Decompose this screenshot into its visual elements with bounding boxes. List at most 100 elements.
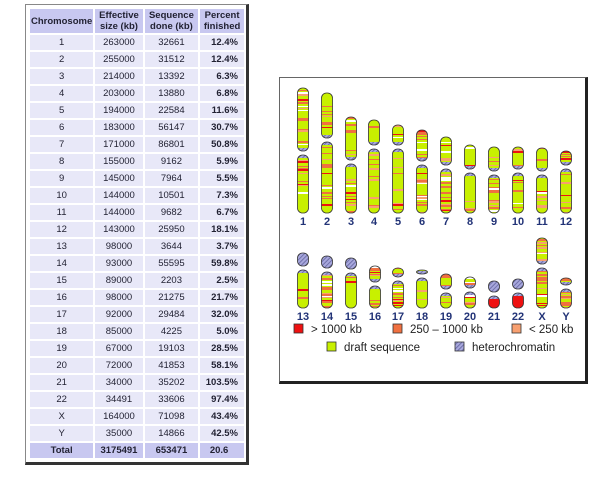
chromosome-label: 7 [443,216,449,228]
q-arm-outline [392,280,404,309]
q-arm-outline [488,295,500,309]
band [536,253,548,254]
band [440,276,452,278]
table-row: 7 171000 86801 50.8% [30,137,244,152]
band [536,200,548,201]
band-draft [416,270,428,308]
band [416,180,428,182]
completion-table-container: Chromosome Effective size (kb) Sequence … [25,4,249,465]
centromere-heterochromatin [537,168,547,178]
p-arm-outline [488,146,500,172]
cell-effective-size: 194000 [95,103,143,118]
band [345,199,357,200]
band [560,302,572,304]
band [560,174,572,175]
table-row: 12 143000 25950 18.1% [30,222,244,237]
band [321,284,333,286]
band [512,149,524,151]
q-arm-outline [368,148,380,214]
p-arm-outline [392,124,404,146]
band [416,149,428,151]
band [560,182,572,184]
cell-percent-finished: 6.7% [200,205,244,220]
cell-chromosome: 14 [30,256,94,271]
band [321,307,333,308]
q-arm-outline [512,172,524,214]
cell-sequence-done: 14866 [144,426,199,441]
cell-effective-size: 263000 [95,35,143,50]
band [321,300,333,301]
p-arm-heterochromatin [345,258,357,271]
band [440,297,452,298]
cell-percent-finished: 28.5% [200,341,244,356]
cell-sequence-done: 35202 [144,375,199,390]
p-arm-outline [464,144,476,170]
band [368,206,380,208]
q-arm-outline [321,271,333,309]
table-row: X 164000 71098 43.4% [30,409,244,424]
cell-effective-size: 98000 [95,239,143,254]
cell-percent-finished: 43.4% [200,409,244,424]
cell-effective-size: 164000 [95,409,143,424]
cell-sequence-done: 33606 [144,392,199,407]
band [416,202,428,203]
cell-sequence-done: 41853 [144,358,199,373]
chromosome-label: 13 [297,311,309,323]
cell-percent-finished: 42.5% [200,426,244,441]
chromosome-label: 18 [416,311,428,323]
cell-sequence-done: 19103 [144,341,199,356]
band [416,130,428,132]
band [392,273,404,274]
band [440,210,452,211]
table-row: 6 183000 56147 30.7% [30,120,244,135]
chromosome-ideogram-panel: 1 2 3 4 5 6 7 8 9 10 11 12 13 14 15 16 17 18 19 20 21 22 X Y > 1… [279,77,588,384]
cell-effective-size: 143000 [95,222,143,237]
header-sequence-done: Sequence done (kb) [144,9,199,33]
band [512,182,524,183]
band [321,124,333,125]
table-row: 5 194000 22584 11.6% [30,103,244,118]
chromosome-X: X [536,237,548,323]
cell-effective-size: 35000 [95,426,143,441]
centromere-heterochromatin [417,271,427,281]
band [297,94,309,96]
cell-effective-size: 98000 [95,290,143,305]
chromosome-16: 16 [369,265,381,323]
header-chromosome: Chromosome [30,9,94,33]
band [321,139,333,141]
band [488,205,500,206]
cell-chromosome: Total [30,443,94,458]
band [321,116,333,117]
band [536,271,548,272]
p-arm-outline [416,269,428,275]
band [536,242,548,244]
cell-sequence-done: 2203 [144,273,199,288]
cell-chromosome: 1 [30,35,94,50]
band [345,281,357,283]
band [536,196,548,198]
band [416,179,428,180]
band [440,186,452,188]
bands [416,270,428,308]
chromosome-label: 2 [324,216,330,228]
table-row: 10 144000 10501 7.3% [30,188,244,203]
band [560,307,572,308]
band [440,192,452,194]
band [369,300,381,301]
q-arm-outline [488,174,500,214]
centromere-heterochromatin [393,274,403,284]
band [297,184,309,185]
band [416,183,428,184]
band [392,204,404,206]
bands [297,88,309,213]
band [345,211,357,213]
centromere-heterochromatin [417,158,427,168]
band [464,209,476,211]
band [297,141,309,143]
band [345,125,357,126]
centromere-heterochromatin [465,285,475,295]
chromosome-10: 10 [512,146,524,228]
band [440,302,452,303]
cell-chromosome: 6 [30,120,94,135]
band [560,158,572,160]
